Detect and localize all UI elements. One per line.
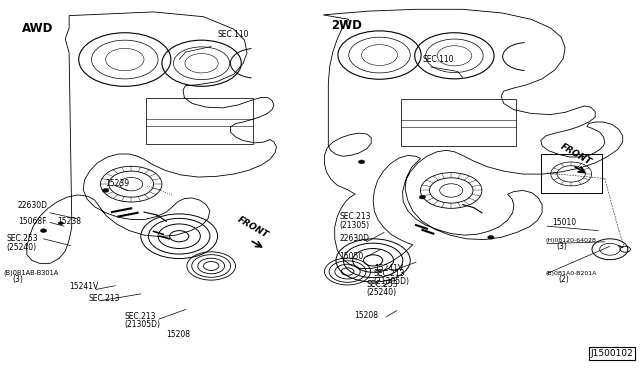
Text: AWD: AWD (22, 22, 54, 35)
Bar (541, 154, 602, 193)
Text: (B)0B1AB-B301A: (B)0B1AB-B301A (3, 270, 58, 276)
Circle shape (488, 235, 494, 239)
Text: (B)0B1A0-B201A: (B)0B1A0-B201A (546, 270, 597, 276)
Text: SEC.213: SEC.213 (88, 294, 120, 302)
Text: 15239: 15239 (106, 179, 130, 188)
Circle shape (40, 229, 47, 232)
Circle shape (58, 222, 63, 225)
Text: SEC.253: SEC.253 (6, 234, 38, 243)
Text: 15050: 15050 (339, 251, 364, 260)
Text: 15010: 15010 (552, 218, 577, 227)
Text: FRONT: FRONT (236, 215, 269, 240)
Text: SEC.253: SEC.253 (367, 280, 398, 289)
Text: 2WD: 2WD (332, 19, 362, 32)
Text: (21305D): (21305D) (125, 320, 161, 329)
Text: (2): (2) (559, 275, 570, 284)
Bar (401, 99, 516, 146)
Circle shape (419, 195, 426, 199)
Text: 15241V: 15241V (374, 264, 404, 273)
Text: (H)08120-64028: (H)08120-64028 (546, 238, 596, 243)
Text: (21305): (21305) (339, 221, 369, 230)
Text: J1500102: J1500102 (591, 349, 634, 358)
Text: 15241V: 15241V (69, 282, 99, 291)
Text: SEC.110: SEC.110 (422, 55, 454, 64)
Text: SEC.213: SEC.213 (125, 312, 156, 321)
Text: 15068F: 15068F (18, 217, 47, 226)
Bar (146, 98, 253, 144)
Text: SEC.213: SEC.213 (339, 212, 371, 221)
Text: FRONT: FRONT (559, 141, 593, 166)
Text: SEC.110: SEC.110 (218, 30, 249, 39)
Text: SEC.213: SEC.213 (373, 269, 404, 278)
Text: (25240): (25240) (6, 243, 36, 252)
Circle shape (102, 189, 109, 192)
Text: (25240): (25240) (367, 288, 397, 296)
Text: 15208: 15208 (166, 330, 191, 339)
Text: (21305D): (21305D) (373, 277, 409, 286)
Text: 22630D: 22630D (339, 234, 369, 243)
Text: 15238: 15238 (58, 217, 82, 226)
Circle shape (358, 160, 365, 164)
Text: (3): (3) (557, 242, 568, 251)
Text: 22630D: 22630D (18, 201, 48, 210)
Text: (3): (3) (13, 275, 24, 284)
Text: 15208: 15208 (354, 311, 378, 320)
